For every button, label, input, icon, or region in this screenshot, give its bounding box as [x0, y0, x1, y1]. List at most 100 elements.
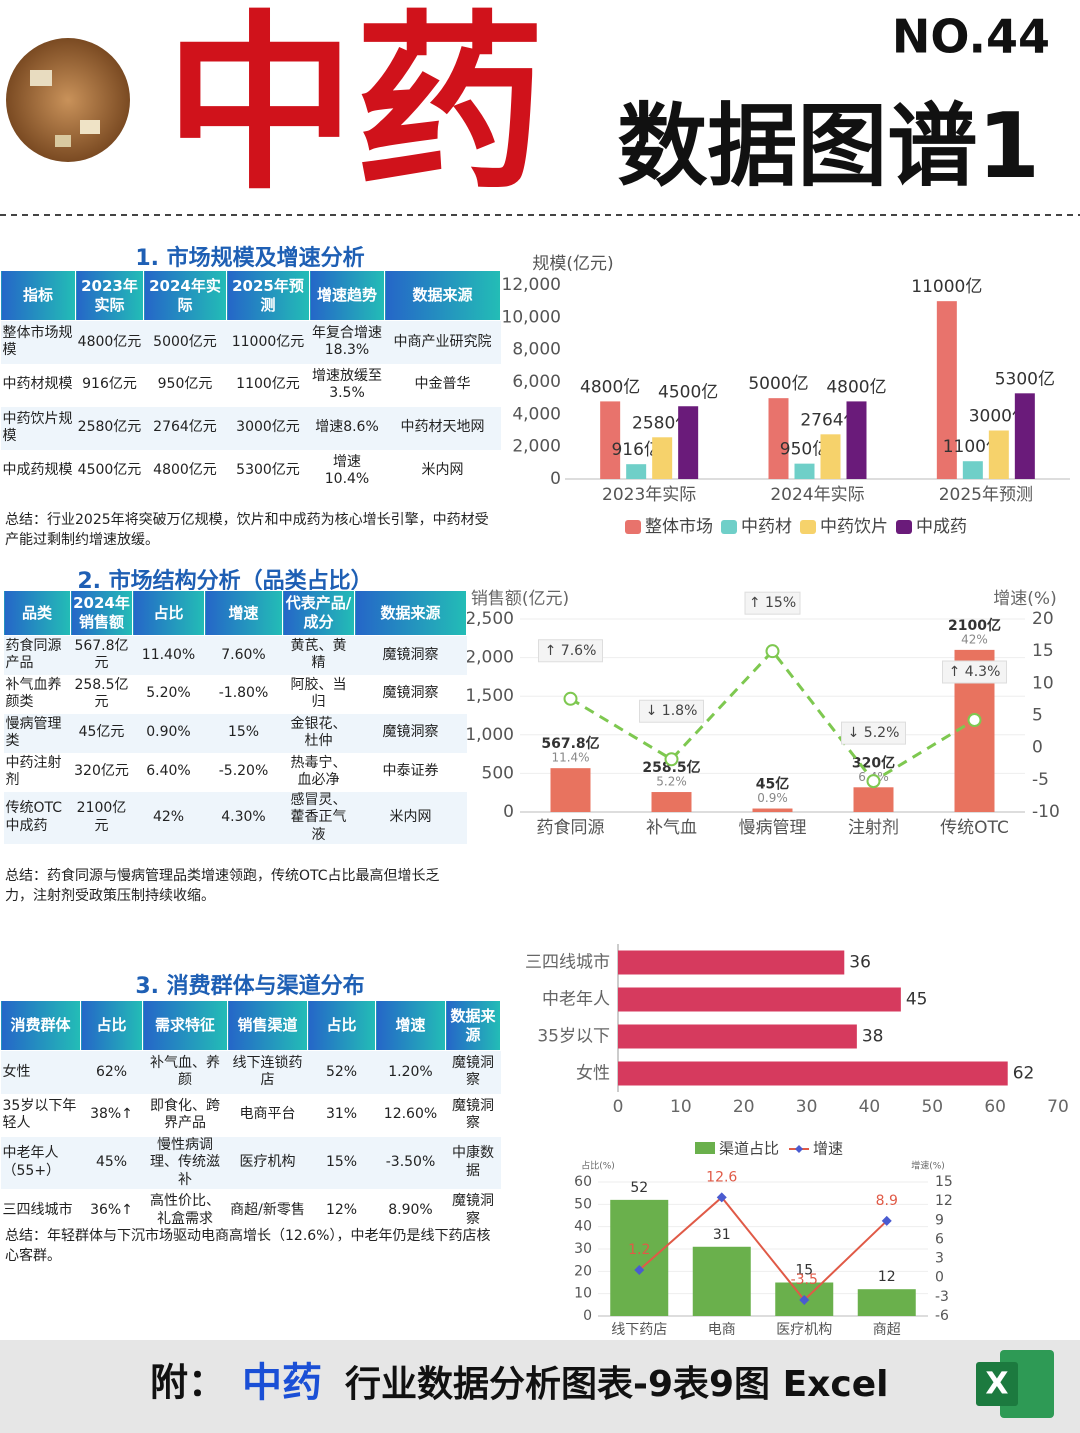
table-cell: 中药材天地网 [384, 406, 501, 450]
line-marker [664, 752, 679, 767]
label-box [744, 591, 801, 615]
bar [618, 950, 845, 975]
table-row: 中老年人（55+） 45% 慢性病调理、传统滋补 医疗机构 15% -3.50% 中康数据 [0, 1136, 501, 1189]
x-tick-label: 药食同源 [537, 818, 605, 838]
header-cell: 代表产品/成分 [282, 590, 355, 636]
table-cell: -5.20% [218, 763, 269, 780]
value-label: 38 [862, 1027, 884, 1047]
line-marker [799, 1295, 810, 1306]
table-cell: 5000亿元 [143, 320, 227, 364]
header-cell: 2024年实际 [143, 270, 227, 321]
table-cell: 31% [325, 1106, 358, 1123]
legend-swatch [721, 520, 737, 534]
x-tick-label: 60 [984, 1097, 1006, 1117]
data-table: 指标 2023年实际 2024年实际 2025年预测 增速趋势 数据来源 整体市场规模 480… [0, 270, 501, 493]
y-tick-label: 12 [935, 1193, 953, 1209]
table-cell: 年复合增速18.3% [309, 320, 385, 364]
value-label: 52 [630, 1180, 648, 1196]
bar [853, 787, 894, 812]
table-cell: 魔镜洞察 [354, 713, 467, 753]
table-cell: 补气血、养颜 [142, 1050, 228, 1094]
table-cell: 米内网 [354, 791, 467, 844]
y-tick-label: 4,000 [512, 404, 561, 424]
line-marker [563, 691, 578, 706]
data-table: 消费群体 占比 需求特征 销售渠道 占比 增速 数据来源 女性 62% 补气血、养颜 线下连锁药店 5… [0, 1000, 501, 1232]
legend-marker [795, 1145, 803, 1153]
data-table: 品类 2024年销售额 占比 增速 代表产品/成分 数据来源 药食同源产品 567.8亿元 11… [3, 590, 467, 844]
y-tick-label: 15 [1032, 641, 1054, 661]
excel-icon-text: X [985, 1367, 1008, 1402]
table-cell: 916亿元 [82, 376, 137, 393]
bar [846, 401, 867, 479]
issue-number: NO.44 [892, 10, 1050, 64]
header-row: 指标 2023年实际 2024年实际 2025年预测 增速趋势 数据来源 [0, 270, 501, 321]
bar [618, 1061, 1008, 1086]
y-tick-label: -5 [1032, 770, 1049, 790]
table-row: 35岁以下年轻人 38%↑ 即食化、跨界产品 电商平台 31% 12.60% 魔镜洞察 [1, 1094, 501, 1137]
x-tick-label: 2024年实际 [770, 485, 864, 505]
legend-swatch [896, 520, 912, 534]
herb-piece [55, 135, 71, 147]
bar [794, 463, 815, 479]
table-cell: 52% [307, 1050, 376, 1094]
table-cell: 中商产业研究院 [384, 320, 501, 364]
summary: 总结：药食同源与慢病管理品类增速领跑，传统OTC占比最高但增长乏力，注射剂受政策… [5, 868, 440, 905]
x-tick-label: 50 [921, 1097, 943, 1117]
value-label: 12 [878, 1269, 896, 1285]
legend-label: 整体市场 [645, 517, 713, 537]
table-cell: 中药饮片规模 [0, 406, 76, 450]
y-tick-label: 0 [935, 1270, 944, 1286]
y-tick-label: -3 [935, 1289, 949, 1305]
line [638, 1195, 888, 1302]
x-tick-label: 慢病管理 [739, 817, 807, 838]
table-cell: 2764亿元 [143, 406, 227, 450]
bar [692, 1246, 751, 1316]
table-row: 中药饮片规模 2580亿元 2764亿元 3000亿元 增速8.6% 中药材天地网 [0, 406, 501, 450]
table-cell: 增速放缓至3.5% [312, 367, 382, 402]
herb-piece [30, 70, 52, 86]
bar [626, 464, 647, 479]
bar [988, 430, 1009, 479]
table-row: 整体市场规模 4800亿元 5000亿元 11000亿元 年复合增速18.3% 中商产业研… [0, 320, 501, 364]
header-cell: 数据来源 [445, 1000, 501, 1051]
section-title: 1. 市场规模及增速分析 [135, 246, 365, 271]
y-tick-label: 8,000 [512, 340, 561, 360]
value-label: 5000亿 [748, 374, 808, 394]
table-cell: 中药注射剂 [5, 754, 62, 789]
table-cell: 15% [204, 713, 283, 753]
value-label: 45亿 [756, 776, 789, 793]
bar [1014, 393, 1035, 479]
label-box [538, 639, 603, 663]
table-cell: 传统OTC中成药 [3, 791, 71, 844]
value-label: 567.8亿 [541, 735, 599, 752]
y-tick-label: -6 [935, 1308, 949, 1324]
brand: 中药 [165, 0, 545, 215]
table-cell: 阿胶、当归 [290, 676, 347, 711]
table-cell: 女性 [0, 1050, 81, 1094]
table-cell: 中康数据 [445, 1136, 501, 1189]
x-tick-label: 医疗机构 [776, 1322, 832, 1338]
y-tick-label: 10 [1032, 673, 1054, 693]
table-cell: 魔镜洞察 [445, 1050, 501, 1094]
value-label: 2580亿 [632, 413, 692, 433]
y-tick-label: 5 [1032, 706, 1043, 726]
x-tick-label: 2025年预测 [939, 485, 1033, 505]
table-cell: 魔镜洞察 [354, 635, 467, 675]
table-cell: 慢性病调理、传统滋补 [142, 1136, 228, 1189]
bar [768, 398, 789, 479]
table-cell: 中药材规模 [2, 376, 73, 393]
value-label: 5300亿 [995, 369, 1055, 389]
legend-label: 增速 [813, 1140, 843, 1158]
table-cell: 320亿元 [74, 763, 129, 780]
table-cell: 8.90% [388, 1201, 433, 1218]
line-label: ↑ 15% [749, 595, 796, 611]
table-cell: -3.50% [375, 1136, 446, 1189]
value-label: 4800亿 [580, 377, 640, 397]
table-cell: 整体市场规模 [0, 320, 76, 364]
table-cell: 魔镜洞察 [452, 1097, 494, 1132]
table-cell: 11.40% [132, 635, 205, 675]
table-cell: 魔镜洞察 [452, 1193, 494, 1227]
header-cell: 2025年预测 [226, 270, 310, 321]
x-tick-label: 0 [613, 1097, 624, 1117]
line-label: 8.9 [876, 1193, 898, 1209]
